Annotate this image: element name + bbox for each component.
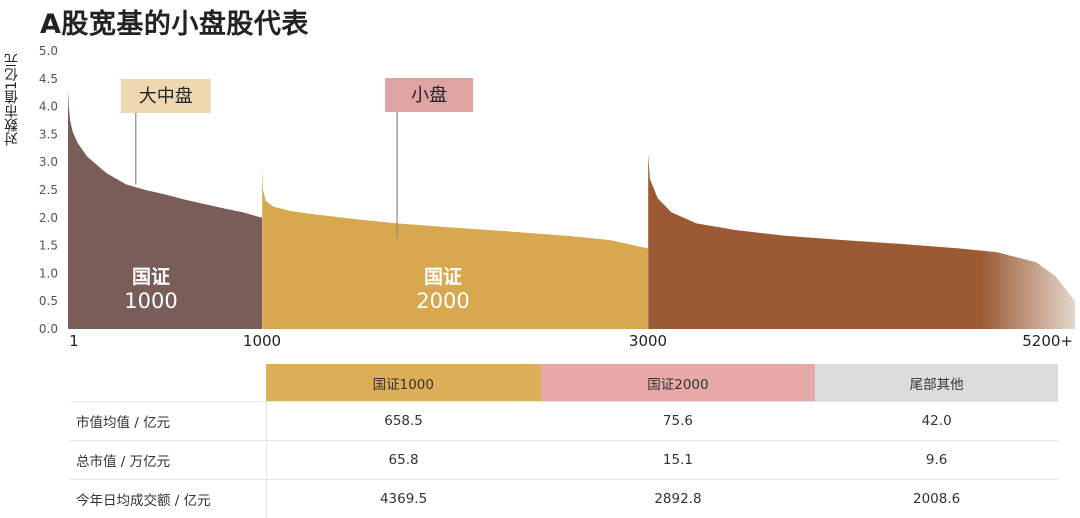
col-header-gz1000: 国证1000 <box>266 364 541 402</box>
col-header-tail: 尾部其他 <box>815 364 1058 402</box>
y-tick-label: 4.0 <box>39 100 58 114</box>
y-tick-label: 2.0 <box>39 211 58 225</box>
summary-table: 国证1000 国证2000 尾部其他 市值均值 / 亿元 658.5 75.6 … <box>70 364 1058 518</box>
y-tick-label: 2.5 <box>39 183 58 197</box>
table-cell: 15.1 <box>541 441 816 480</box>
y-tick-label: 1.5 <box>39 239 58 253</box>
y-tick-label: 4.5 <box>39 72 58 86</box>
table-corner <box>70 364 266 402</box>
x-tick-label: 5200+ <box>1022 332 1073 350</box>
table-cell: 75.6 <box>541 402 816 441</box>
x-tick-label: 3000 <box>629 332 667 350</box>
y-tick-label: 3.5 <box>39 127 58 141</box>
table-row: 总市值 / 万亿元 65.8 15.1 9.6 <box>70 441 1058 480</box>
annotation-label: 大中盘 <box>139 86 193 107</box>
table-cell: 42.0 <box>815 402 1058 441</box>
rank-market-cap-chart: 0.00.51.01.52.02.53.03.54.04.55.0国证1000国… <box>0 0 1080 360</box>
table-cell: 4369.5 <box>266 480 541 518</box>
x-tick-label: 1000 <box>243 332 281 350</box>
area-segment-3 <box>648 154 1075 329</box>
segment-label-line2: 1000 <box>124 289 177 313</box>
y-tick-label: 0.0 <box>39 322 58 336</box>
annotation-label: 小盘 <box>411 85 447 106</box>
table-header-row: 国证1000 国证2000 尾部其他 <box>70 364 1058 402</box>
y-tick-label: 1.0 <box>39 266 58 280</box>
row-label: 市值均值 / 亿元 <box>70 402 266 441</box>
segment-label-line2: 2000 <box>416 289 469 313</box>
x-tick-label: 1 <box>69 332 79 350</box>
col-header-gz2000: 国证2000 <box>541 364 816 402</box>
row-label: 总市值 / 万亿元 <box>70 441 266 480</box>
segment-label-line1: 国证 <box>132 266 170 288</box>
table-row: 今年日均成交额 / 亿元 4369.5 2892.8 2008.6 <box>70 480 1058 518</box>
table-cell: 65.8 <box>266 441 541 480</box>
y-tick-label: 5.0 <box>39 44 58 58</box>
table-row: 市值均值 / 亿元 658.5 75.6 42.0 <box>70 402 1058 441</box>
row-label: 今年日均成交额 / 亿元 <box>70 480 266 518</box>
y-tick-label: 0.5 <box>39 294 58 308</box>
table-cell: 9.6 <box>815 441 1058 480</box>
y-tick-label: 3.0 <box>39 155 58 169</box>
segment-label-line1: 国证 <box>424 266 462 288</box>
table-cell: 658.5 <box>266 402 541 441</box>
table-cell: 2892.8 <box>541 480 816 518</box>
table-cell: 2008.6 <box>815 480 1058 518</box>
